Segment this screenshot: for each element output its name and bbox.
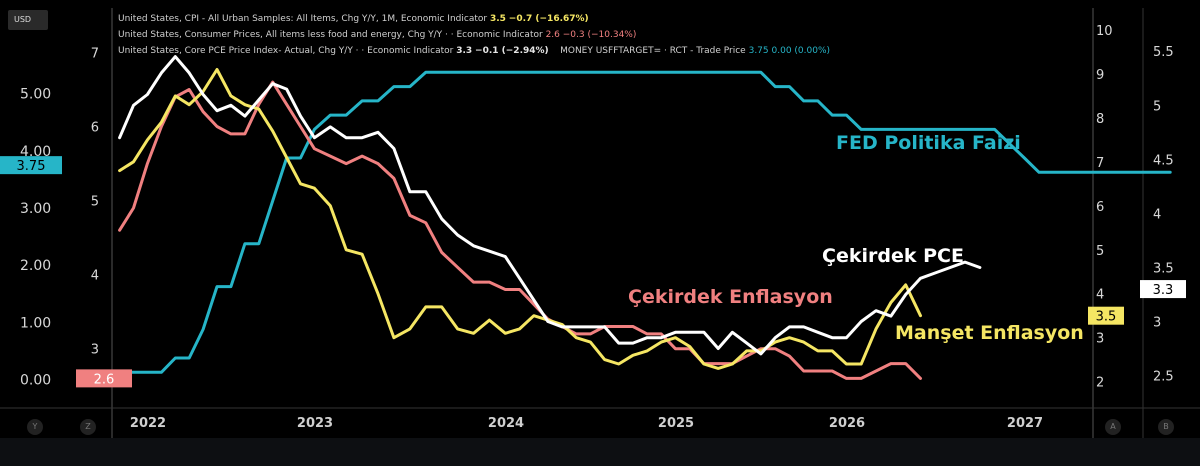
fed-axis-tick-1: 1.00 bbox=[20, 315, 51, 331]
core-cpi-axis-tick-2: 5 bbox=[91, 195, 99, 210]
pce-value-flag-bg bbox=[1140, 280, 1186, 299]
scale-button-z[interactable]: Z bbox=[80, 419, 96, 435]
pce-axis-tick-6: 5.5 bbox=[1153, 45, 1174, 60]
x-tick-label-4: 2026 bbox=[829, 416, 865, 431]
series-line-core_cpi[interactable] bbox=[118, 80, 922, 380]
legend-cpi-value: 3.5 bbox=[489, 14, 506, 24]
pce-axis-tick-3: 4 bbox=[1153, 207, 1161, 222]
headline-axis-tick-8: 10 bbox=[1096, 24, 1113, 39]
legend-core-cpi-change: −0.3 (−10.34%) bbox=[562, 30, 637, 40]
legend-row-core-cpi[interactable]: United States, Consumer Prices, All item… bbox=[118, 30, 636, 40]
legend-pce-name: United States, Core PCE Price Index- Act… bbox=[118, 46, 454, 56]
core-cpi-axis-tick-1: 4 bbox=[91, 269, 99, 284]
plot-area bbox=[112, 8, 1093, 408]
legend-core-cpi-name: United States, Consumer Prices, All item… bbox=[118, 30, 543, 40]
x-tick-label-3: 2025 bbox=[658, 416, 694, 431]
headline-axis-tick-3: 5 bbox=[1096, 244, 1104, 259]
pce-value-flag: 3.3 bbox=[1140, 280, 1186, 299]
x-tick-label-1: 2023 bbox=[297, 416, 333, 431]
legend-cpi-change: −0.7 (−16.67%) bbox=[508, 14, 589, 24]
fed-axis-tick-4: 4.00 bbox=[20, 144, 51, 160]
fed-value-flag-bg bbox=[0, 156, 62, 175]
legend-fed-change: 0.00 (0.00%) bbox=[771, 46, 831, 56]
headline-axis-tick-5: 7 bbox=[1096, 156, 1104, 171]
headline-axis-tick-7: 9 bbox=[1096, 68, 1104, 83]
annotation-headline: Manşet Enflasyon bbox=[895, 322, 1084, 344]
annotation-core-cpi: Çekirdek Enflasyon bbox=[628, 286, 833, 308]
scale-button-a[interactable]: A bbox=[1105, 419, 1121, 435]
series-line-pce[interactable] bbox=[118, 55, 982, 356]
pce-axis-tick-2: 3.5 bbox=[1153, 261, 1174, 276]
headline-value-flag: 3.5 bbox=[1088, 306, 1124, 325]
headline-axis-tick-0: 2 bbox=[1096, 376, 1104, 391]
pce-value-flag-text: 3.3 bbox=[1153, 283, 1174, 298]
currency-label[interactable]: USD bbox=[8, 10, 48, 30]
fed-value-flag-text: 3.75 bbox=[17, 159, 46, 174]
x-tick-label-2: 2024 bbox=[488, 416, 524, 431]
core-cpi-value-flag-bg bbox=[76, 369, 132, 388]
core-cpi-value-flag-text: 2.6 bbox=[94, 372, 115, 387]
headline-axis-tick-2: 4 bbox=[1096, 288, 1104, 303]
pce-axis-tick-4: 4.5 bbox=[1153, 153, 1174, 168]
legend-row-cpi[interactable]: United States, CPI - All Urban Samples: … bbox=[118, 14, 589, 24]
legend-pce-value: 3.3 bbox=[456, 46, 473, 56]
headline-value-flag-text: 3.5 bbox=[1096, 310, 1117, 325]
x-tick-label-5: 2027 bbox=[1007, 416, 1043, 431]
x-tick-label-0: 2022 bbox=[130, 416, 166, 431]
core-cpi-axis-tick-4: 7 bbox=[91, 46, 99, 61]
legend-core-cpi-value: 2.6 bbox=[545, 30, 560, 40]
pce-axis-tick-5: 5 bbox=[1153, 99, 1161, 114]
core-cpi-axis-tick-3: 6 bbox=[91, 121, 99, 136]
legend-cpi-name: United States, CPI - All Urban Samples: … bbox=[118, 14, 488, 24]
legend-pce-change: −0.1 (−2.94%) bbox=[475, 46, 549, 56]
fed-axis-tick-0: 0.00 bbox=[20, 372, 51, 388]
headline-axis-tick-4: 6 bbox=[1096, 200, 1104, 215]
fed-axis-tick-2: 2.00 bbox=[20, 258, 51, 274]
scale-button-y[interactable]: Y bbox=[27, 419, 43, 435]
legend-fed-value: 3.75 bbox=[748, 46, 769, 56]
pce-axis-tick-1: 3 bbox=[1153, 316, 1161, 331]
pce-axis-tick-0: 2.5 bbox=[1153, 370, 1174, 385]
bottom-bar bbox=[0, 438, 1200, 466]
fed-axis-tick-3: 3.00 bbox=[20, 201, 51, 217]
headline-axis-tick-6: 8 bbox=[1096, 112, 1104, 127]
legend-row-pce[interactable]: United States, Core PCE Price Index- Act… bbox=[118, 46, 830, 56]
fed-value-flag: 3.75 bbox=[0, 156, 62, 175]
series-line-headline[interactable] bbox=[118, 68, 922, 370]
annotation-core-pce: Çekirdek PCE bbox=[822, 245, 964, 267]
headline-value-flag-bg bbox=[1088, 306, 1124, 325]
fed-axis-tick-5: 5.00 bbox=[20, 87, 51, 103]
legend-fed-name: MONEY USFFTARGET= · RCT - Trade Price bbox=[560, 46, 746, 56]
annotation-fed: FED Politika Faizi bbox=[836, 132, 1021, 154]
core-cpi-value-flag: 2.6 bbox=[76, 369, 132, 388]
scale-button-b[interactable]: B bbox=[1158, 419, 1174, 435]
core-cpi-axis-tick-0: 3 bbox=[91, 343, 99, 358]
headline-axis-tick-1: 3 bbox=[1096, 332, 1104, 347]
